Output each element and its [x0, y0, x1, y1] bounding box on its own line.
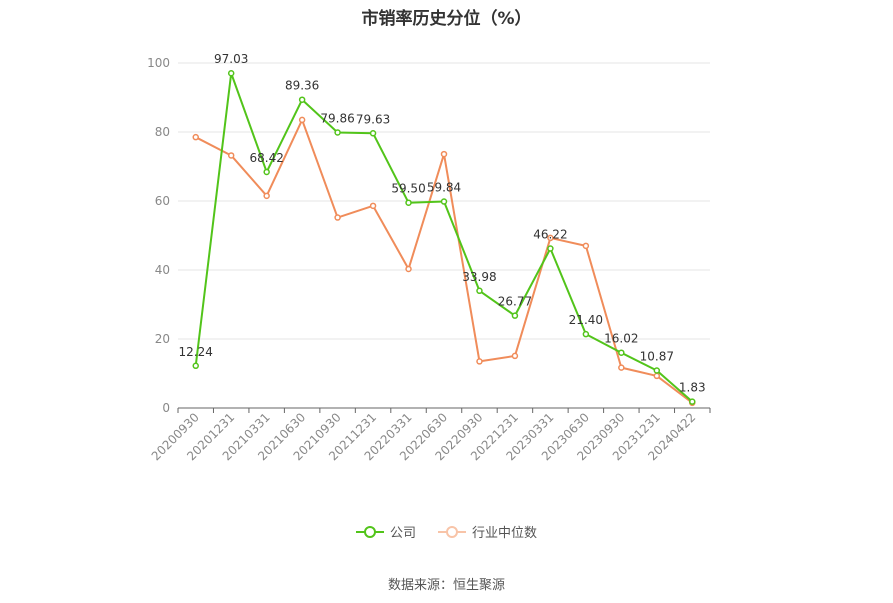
y-tick-label-40: 40	[155, 263, 170, 277]
data-label-20210930: 79.86	[320, 111, 354, 125]
company-point-20210630	[298, 96, 306, 103]
company-point-20220930	[476, 287, 483, 295]
industry-median-point-20200930	[192, 133, 199, 141]
industry-median-point-20230630	[582, 242, 590, 250]
data-label-20231231: 10.87	[640, 349, 674, 363]
y-tick-label-0: 0	[162, 401, 170, 415]
industry-median-point-20230930	[618, 364, 625, 371]
industry-median-point-20210331	[263, 192, 270, 200]
company-point-20240422	[689, 398, 696, 405]
company-point-20230930	[618, 349, 625, 356]
data-label-20201231: 97.03	[214, 52, 248, 66]
industry-median-point-20201231	[227, 152, 235, 159]
company-point-20211231	[369, 130, 377, 137]
legend-item-company[interactable]: 公司	[355, 522, 416, 541]
company-point-20201231	[227, 69, 235, 77]
data-label-20220930: 33.98	[462, 270, 496, 284]
data-label-20230630: 21.40	[569, 313, 603, 327]
data-label-20210331: 68.42	[249, 151, 283, 165]
industry-median-point-20220630	[440, 150, 448, 158]
company-point-20230331	[547, 245, 554, 252]
y-tick-label-100: 100	[147, 56, 170, 70]
y-tick-label-20: 20	[155, 332, 170, 346]
legend-item-industry-median[interactable]: 行业中位数	[438, 522, 537, 541]
y-tick-label-80: 80	[155, 125, 170, 139]
legend-label-company: 公司	[389, 526, 416, 541]
industry-median-point-20221231	[511, 352, 519, 360]
data-label-20221231: 26.77	[498, 295, 532, 309]
data-labels: 12.24 97.03 68.42 89.36 79.86 79.63 59.50 59.84…	[179, 52, 706, 394]
data-label-20211231: 79.63	[356, 112, 390, 126]
company-point-20221231	[511, 312, 519, 319]
industry-median-point-20220331	[405, 265, 412, 273]
industry-median-point-20210630	[298, 116, 306, 124]
axes: 0204060801002020093020201231202103312021…	[147, 56, 711, 463]
chart-title: 市销率历史分位（%）	[361, 9, 532, 29]
company-point-20220331	[405, 199, 412, 206]
series	[192, 69, 696, 407]
data-label-20220630: 59.84	[427, 181, 461, 195]
y-tick-label-60: 60	[155, 194, 170, 208]
company-point-20220630	[440, 198, 448, 205]
company-point-20230630	[582, 330, 590, 338]
legend-swatch-industry-median	[438, 524, 466, 540]
legend: 公司 行业中位数	[0, 522, 893, 541]
industry-median-point-20220930	[476, 358, 483, 365]
legend-label-industry-median: 行业中位数	[472, 526, 538, 541]
data-label-20200930: 12.24	[179, 345, 213, 359]
source-note: 数据来源：恒生聚源	[387, 578, 505, 593]
data-label-20230930: 16.02	[604, 332, 638, 346]
industry-median-point-20230331	[547, 234, 554, 242]
data-label-20240422: 1.83	[679, 381, 706, 395]
industry-median-point-20210930	[334, 214, 341, 221]
company-point-20231231	[653, 367, 661, 374]
data-label-20230331: 46.22	[533, 228, 567, 242]
company-point-20210930	[334, 129, 341, 136]
industry-median-point-20231231	[653, 372, 661, 380]
company-point-20200930	[192, 362, 199, 370]
legend-swatch-company	[355, 524, 384, 540]
industry-median-point-20211231	[369, 202, 377, 210]
data-label-20210630: 89.36	[285, 79, 319, 93]
data-label-20220331: 59.50	[391, 182, 425, 196]
company-point-20210331	[263, 168, 270, 176]
